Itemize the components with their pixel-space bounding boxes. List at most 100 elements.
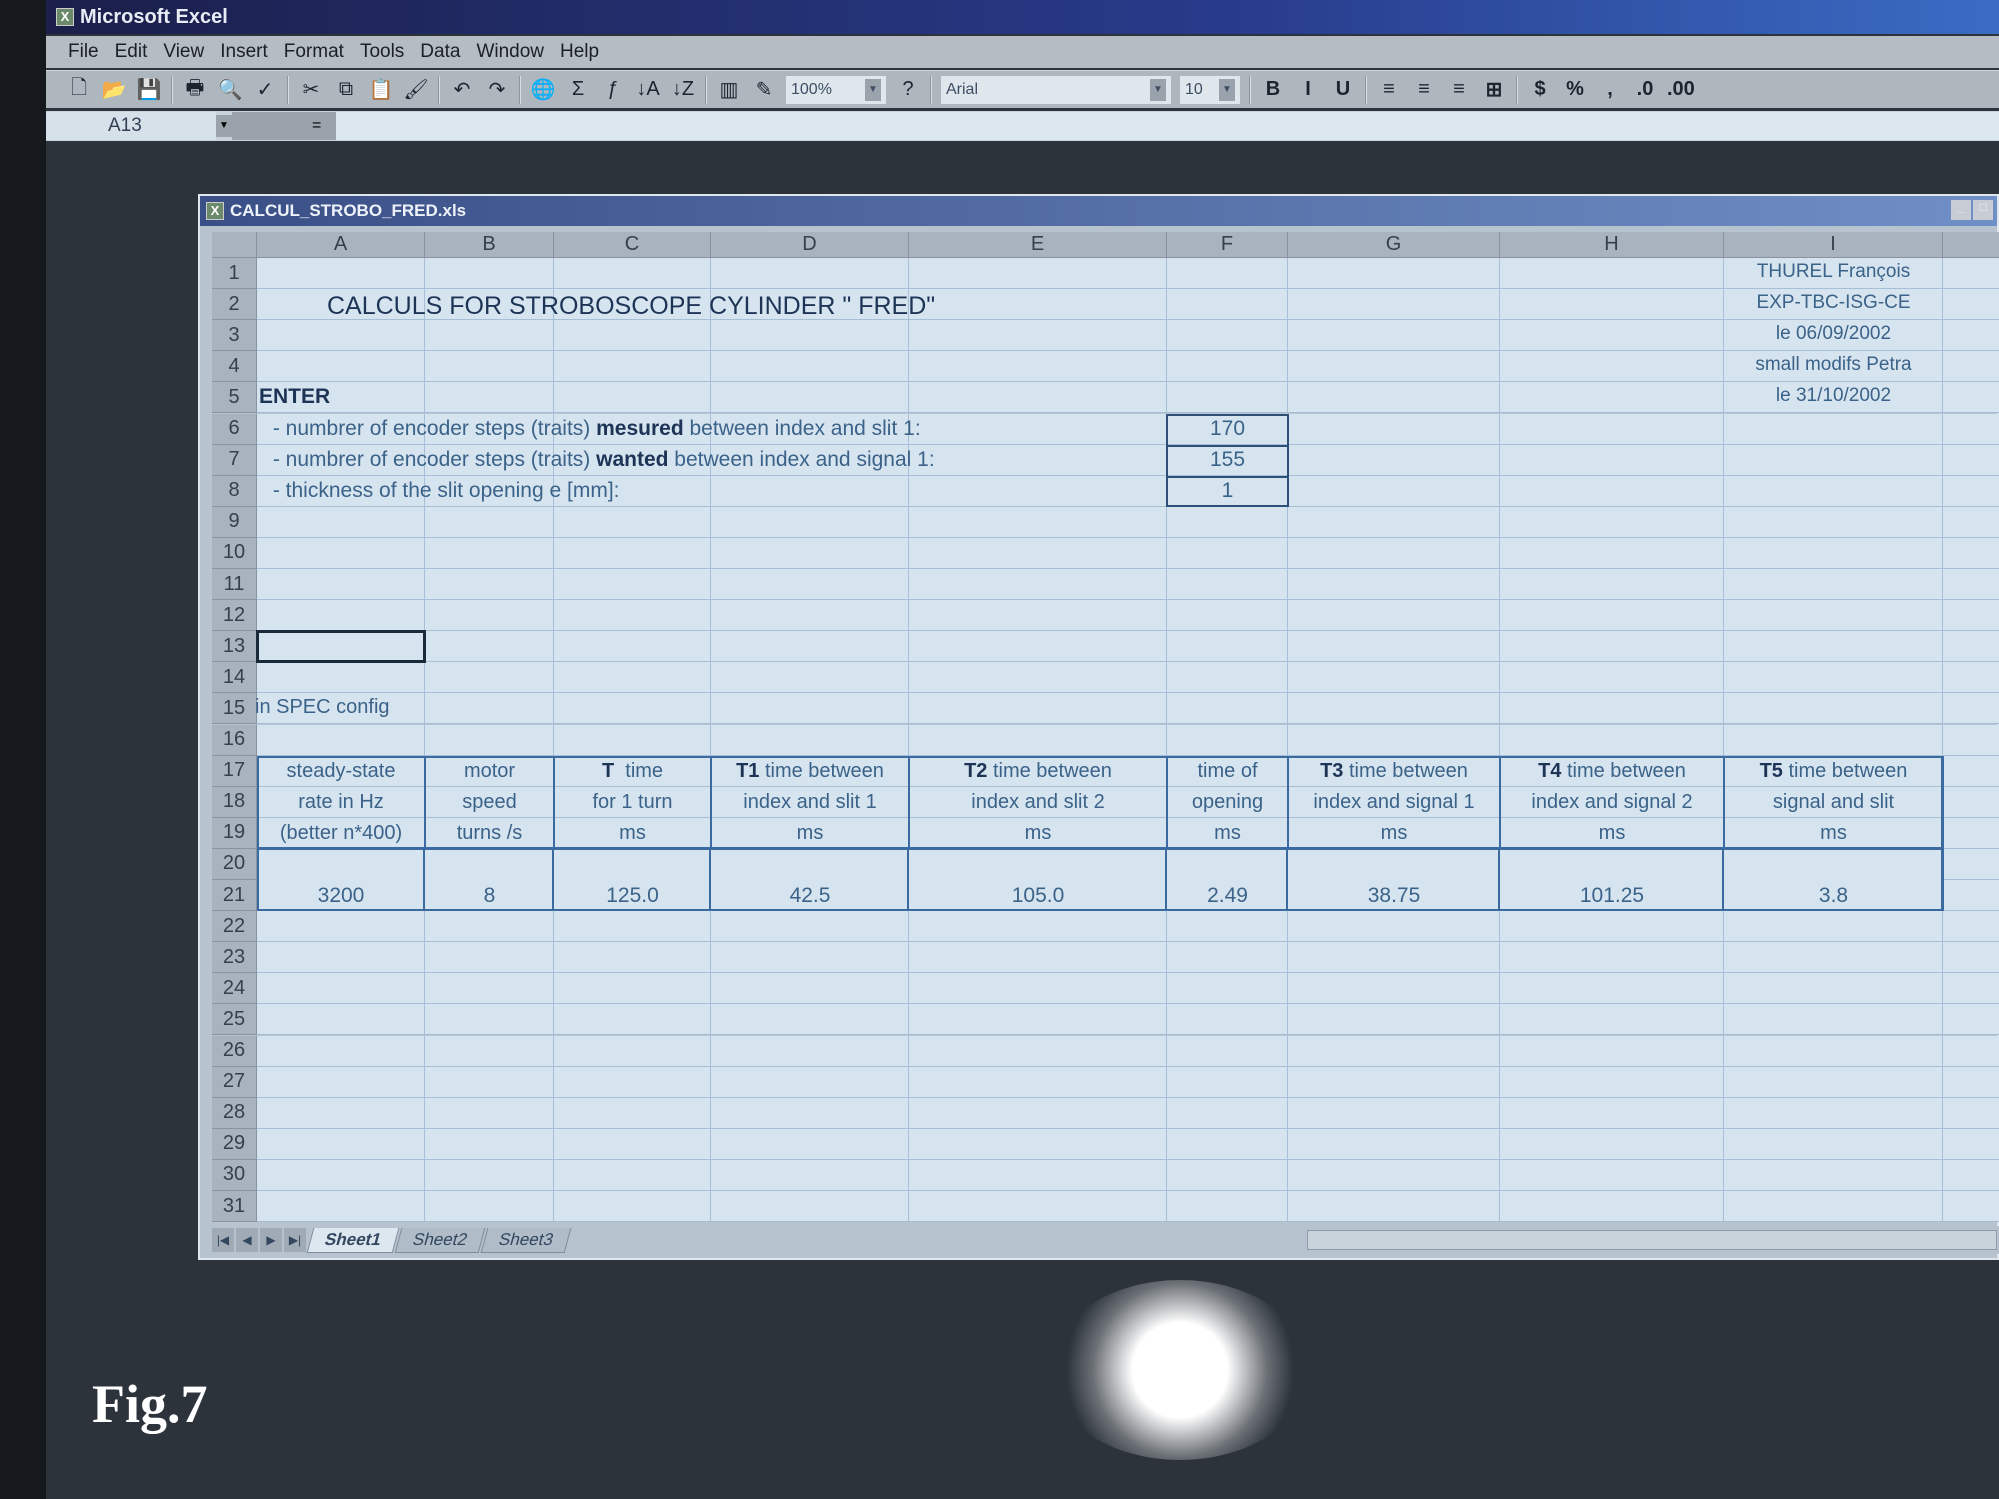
- comma-button[interactable]: ,: [1607, 78, 1613, 100]
- grid-cell[interactable]: [1288, 755, 1500, 787]
- result-cell[interactable]: [257, 848, 425, 912]
- grid-cell[interactable]: [1288, 382, 1500, 414]
- menu-insert[interactable]: Insert: [220, 41, 268, 62]
- grid-cell[interactable]: [554, 1097, 711, 1129]
- font-dropdown[interactable]: ▼: [1150, 78, 1166, 101]
- grid-cell[interactable]: [425, 413, 554, 445]
- grid-cell[interactable]: [1500, 569, 1724, 601]
- row-header[interactable]: 17: [212, 755, 257, 787]
- grid-cell[interactable]: [909, 506, 1167, 538]
- grid-cell[interactable]: [257, 569, 425, 601]
- grid-cell[interactable]: [1167, 600, 1288, 632]
- grid-cell[interactable]: [1167, 320, 1288, 352]
- grid-cell[interactable]: [711, 1035, 909, 1067]
- grid-cell[interactable]: [425, 475, 554, 507]
- grid-cell[interactable]: [554, 693, 711, 725]
- grid-cell[interactable]: [425, 289, 554, 321]
- column-header[interactable]: E: [909, 232, 1167, 258]
- grid-cell[interactable]: [425, 537, 554, 569]
- grid-cell[interactable]: [1943, 1159, 1999, 1191]
- grid-cell[interactable]: [1288, 320, 1500, 352]
- grid-cell[interactable]: [1288, 1191, 1500, 1223]
- grid-cell[interactable]: [554, 289, 711, 321]
- grid-cell[interactable]: [257, 1035, 425, 1067]
- grid-cell[interactable]: [1943, 1035, 1999, 1067]
- grid-cell[interactable]: [1943, 258, 1999, 290]
- merge-center-button[interactable]: ⊞: [1485, 79, 1503, 101]
- align-left-button[interactable]: ≡: [1383, 78, 1395, 100]
- grid-cell[interactable]: [1724, 289, 1943, 321]
- grid-cell[interactable]: [909, 755, 1167, 787]
- grid-cell[interactable]: [425, 506, 554, 538]
- row-header[interactable]: 27: [212, 1066, 257, 1098]
- result-cell[interactable]: [909, 848, 1167, 912]
- grid-cell[interactable]: [1943, 506, 1999, 538]
- grid-cell[interactable]: [1167, 351, 1288, 383]
- grid-cell[interactable]: [1724, 786, 1943, 818]
- grid-cell[interactable]: [1288, 973, 1500, 1005]
- row-header[interactable]: 24: [212, 973, 257, 1005]
- grid-cell[interactable]: [554, 817, 711, 849]
- grid-cell[interactable]: [1500, 942, 1724, 974]
- grid-cell[interactable]: [711, 693, 909, 725]
- grid-cell[interactable]: [1500, 1004, 1724, 1036]
- grid-cell[interactable]: [909, 1097, 1167, 1129]
- drawing-button[interactable]: ✎: [755, 79, 773, 101]
- grid-cell[interactable]: [1167, 537, 1288, 569]
- grid-cell[interactable]: [1943, 786, 1999, 818]
- row-header[interactable]: 14: [212, 662, 257, 694]
- grid-cell[interactable]: [257, 662, 425, 694]
- row-header[interactable]: 4: [212, 351, 257, 383]
- next-sheet-button[interactable]: ▶: [260, 1228, 282, 1252]
- column-header[interactable]: B: [425, 232, 554, 258]
- row-header[interactable]: 26: [212, 1035, 257, 1067]
- grid-cell[interactable]: [711, 942, 909, 974]
- grid-cell[interactable]: [1943, 444, 1999, 476]
- grid-cell[interactable]: [1167, 444, 1288, 476]
- grid-cell[interactable]: [1288, 631, 1500, 663]
- function-button[interactable]: ƒ: [607, 78, 619, 100]
- menu-data[interactable]: Data: [420, 41, 461, 62]
- grid-cell[interactable]: [257, 942, 425, 974]
- grid-cell[interactable]: [1167, 1128, 1288, 1160]
- row-header[interactable]: 9: [212, 506, 257, 538]
- grid-cell[interactable]: [711, 1004, 909, 1036]
- grid-cell[interactable]: [1943, 693, 1999, 725]
- grid-cell[interactable]: [909, 600, 1167, 632]
- grid-cell[interactable]: [425, 724, 554, 756]
- grid-cell[interactable]: [425, 569, 554, 601]
- sheet-tab-3[interactable]: Sheet3: [480, 1227, 571, 1253]
- grid-cell[interactable]: [1500, 351, 1724, 383]
- grid-cell[interactable]: [257, 631, 425, 663]
- grid-cell[interactable]: [1724, 413, 1943, 445]
- grid-cell[interactable]: [1167, 1159, 1288, 1191]
- grid-cell[interactable]: [1943, 911, 1999, 943]
- column-header[interactable]: D: [711, 232, 909, 258]
- grid-cell[interactable]: [711, 1128, 909, 1160]
- grid-cell[interactable]: [257, 413, 425, 445]
- grid-cell[interactable]: [1288, 351, 1500, 383]
- grid-cell[interactable]: [257, 911, 425, 943]
- row-header[interactable]: 2: [212, 289, 257, 321]
- grid-cell[interactable]: [1724, 569, 1943, 601]
- column-header[interactable]: H: [1500, 232, 1724, 258]
- row-header[interactable]: 5: [212, 382, 257, 414]
- grid-cell[interactable]: [425, 911, 554, 943]
- grid-cell[interactable]: [1288, 1004, 1500, 1036]
- font-size-select[interactable]: 10 ▼: [1180, 75, 1240, 104]
- grid-cell[interactable]: [1724, 351, 1943, 383]
- grid-cell[interactable]: [257, 382, 425, 414]
- grid-cell[interactable]: [1724, 942, 1943, 974]
- grid-cell[interactable]: [1943, 382, 1999, 414]
- grid-cell[interactable]: [909, 1159, 1167, 1191]
- input-value[interactable]: 155: [1209, 447, 1246, 471]
- save-button[interactable]: 💾: [136, 79, 162, 101]
- grid-cell[interactable]: [257, 506, 425, 538]
- format-painter-button[interactable]: 🖌: [403, 79, 429, 101]
- grid-cell[interactable]: [909, 537, 1167, 569]
- grid-cell[interactable]: [909, 942, 1167, 974]
- grid-cell[interactable]: [711, 724, 909, 756]
- grid-cell[interactable]: [1167, 1191, 1288, 1223]
- input-value[interactable]: 170: [1209, 416, 1246, 440]
- grid-cell[interactable]: [1288, 569, 1500, 601]
